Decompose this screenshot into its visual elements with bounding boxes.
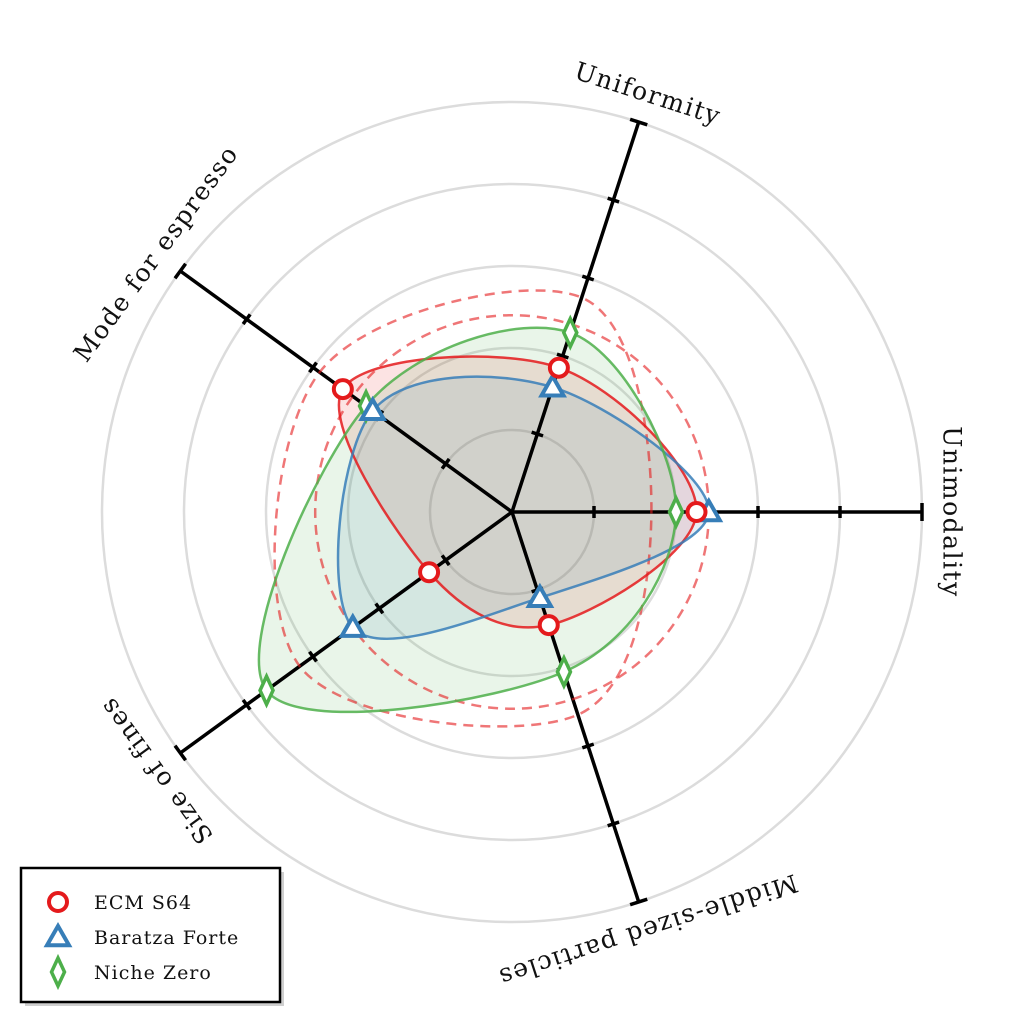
legend-label: ECM S64: [94, 892, 192, 914]
axis-layer: [173, 117, 924, 907]
axis-tick: [629, 117, 648, 127]
data-point-circle: [418, 561, 441, 584]
axis-tick: [308, 650, 318, 663]
axis-tick: [556, 352, 569, 360]
data-point-triangle: [525, 582, 555, 609]
data-point-triangle: [358, 395, 388, 422]
series-fill: [258, 327, 677, 712]
reference-shape: [273, 289, 653, 728]
data-point-circle: [685, 501, 708, 523]
series-line: [337, 355, 698, 629]
data-point-diamond: [561, 314, 579, 351]
data-point-circle: [331, 378, 354, 401]
axis-tick: [440, 457, 451, 470]
axis-tick: [581, 742, 595, 750]
axis-tick: [607, 196, 620, 204]
axis-label: Uniformity: [571, 56, 725, 131]
axis-tick: [241, 698, 252, 711]
data-point-triangle: [338, 612, 368, 638]
axis-tick: [173, 744, 188, 762]
axis-tick: [374, 602, 385, 615]
data-point-diamond: [667, 493, 685, 531]
axis-tick: [581, 274, 595, 282]
legend-marker-triangle: [43, 921, 73, 948]
legend-marker-circle: [47, 891, 69, 913]
axis-label: Mode for espresso: [68, 140, 244, 368]
marker-layer: [258, 314, 724, 709]
axis-line: [510, 121, 641, 513]
data-point-circle: [537, 614, 560, 637]
data-point-diamond: [555, 653, 573, 691]
axis-tick: [440, 554, 451, 567]
legend-label: Baratza Forte: [94, 927, 239, 949]
axis-label: Middle-sized particles: [495, 868, 802, 992]
data-point-triangle: [538, 372, 567, 398]
axis-tick: [308, 361, 318, 374]
legend-marker-diamond: [49, 953, 67, 991]
data-point-diamond: [258, 672, 275, 709]
legend-label: Niche Zero: [94, 962, 212, 984]
axis-tick: [607, 820, 620, 828]
axis-tick: [173, 262, 188, 280]
series-fill-layer: [258, 327, 709, 712]
axis-label: Unimodality: [938, 426, 967, 598]
data-point-circle: [547, 356, 570, 379]
axis-tick: [241, 313, 252, 326]
axis-tick: [531, 430, 544, 438]
axis-tick: [629, 897, 648, 907]
series-line: [336, 375, 711, 641]
legend: ECM S64 Baratza Forte Niche Zero: [19, 866, 284, 1006]
axis-line: [510, 511, 641, 903]
